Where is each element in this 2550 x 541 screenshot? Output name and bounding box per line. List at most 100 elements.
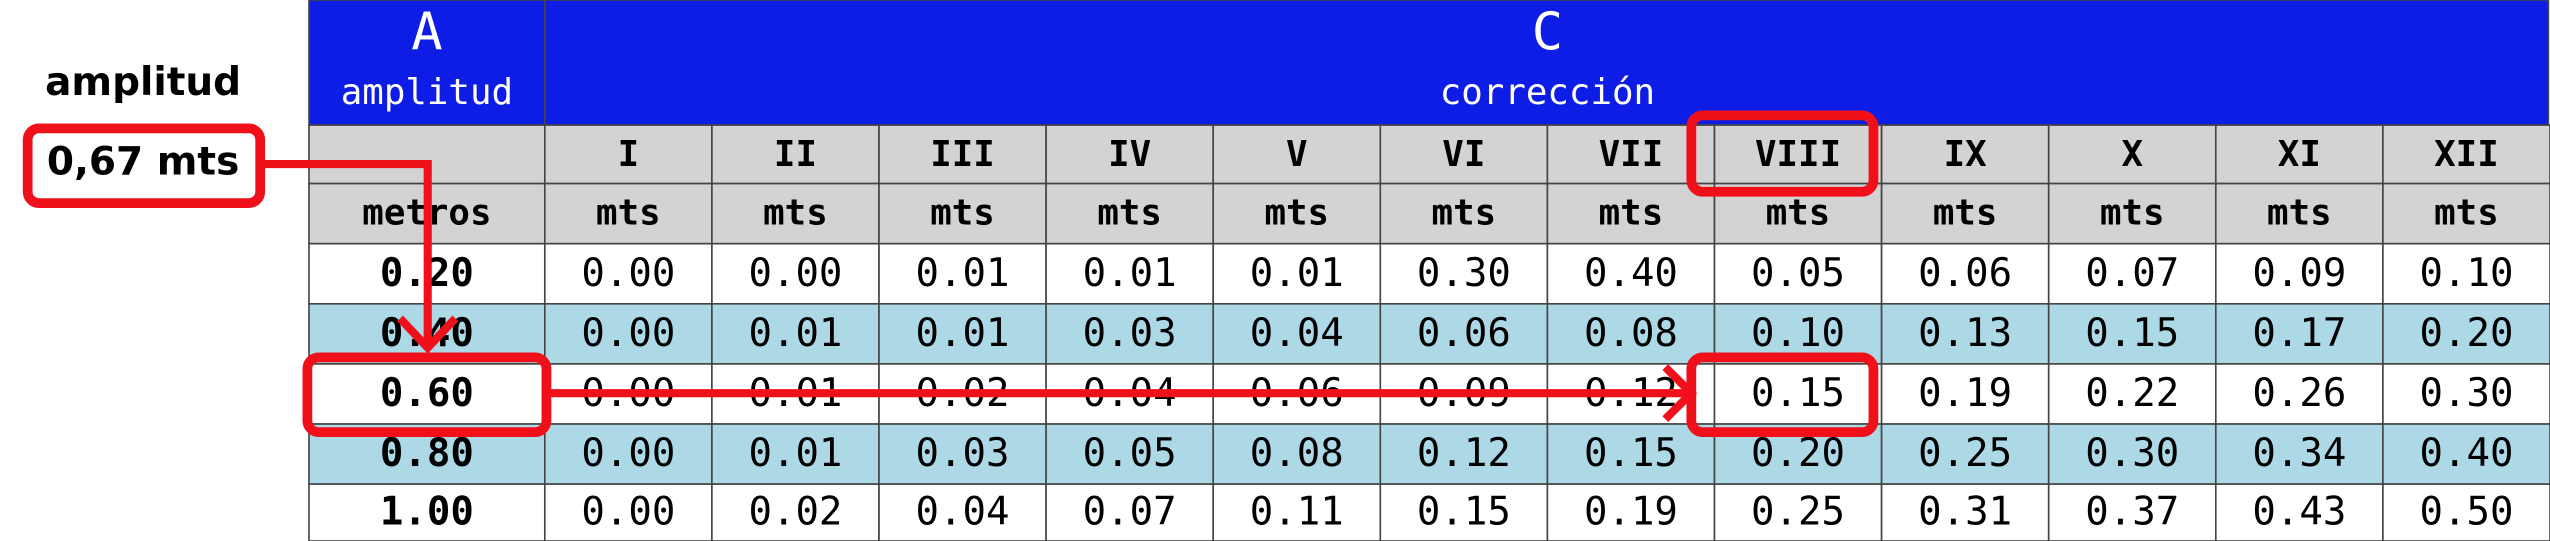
value-cell: 0.37: [2085, 490, 2179, 535]
col-c-letter: C: [1532, 3, 1563, 63]
value-cell: 0.13: [1918, 311, 2012, 356]
value-cell: 0.03: [1083, 311, 1177, 356]
cell: [711, 302, 880, 365]
value-cell: 0.19: [1584, 490, 1678, 535]
value-cell: 0.01: [916, 251, 1010, 296]
cell: [1045, 302, 1215, 365]
value-cell: 0.06: [1918, 251, 2012, 296]
header-cell: [1880, 182, 2050, 245]
cell: [543, 423, 713, 485]
col-a-letter: A: [411, 3, 442, 63]
value-cell: 0.00: [748, 251, 842, 296]
amplitude-value: 0,67 mts: [47, 140, 239, 185]
column-numeral: VI: [1442, 134, 1485, 175]
cell: [1045, 242, 1215, 305]
header-a: [308, 0, 546, 126]
cell: [2047, 483, 2217, 541]
value-cell: 0.01: [916, 311, 1010, 356]
value-cell: 0.03: [916, 431, 1010, 476]
value-cell: 0.31: [1918, 490, 2012, 535]
amplitude-cell: 0.60: [380, 371, 474, 416]
cell: [2047, 363, 2217, 425]
cell: [1212, 483, 1382, 541]
value-cell: 0.10: [1751, 311, 1845, 356]
value-cell: 0.01: [748, 311, 842, 356]
value-cell: 0.15: [1417, 490, 1511, 535]
value-cell: 0.19: [1918, 371, 2012, 416]
value-cell: 0.15: [1751, 371, 1845, 416]
arrowhead: [397, 315, 459, 354]
value-cell: 0.07: [2085, 251, 2179, 296]
value-cell: 0.50: [2419, 490, 2513, 535]
header-cell: [2382, 124, 2550, 185]
value-cell: 0.30: [2085, 431, 2179, 476]
cell: [1379, 483, 1549, 541]
value-cell: 0.01: [748, 431, 842, 476]
unit: mts: [1432, 192, 1497, 233]
value-cell: 0.26: [2252, 371, 2346, 416]
cell: [878, 302, 1047, 365]
value-cell: 0.43: [2252, 490, 2346, 535]
header-cell: [1379, 124, 1549, 185]
value-cell: 0.15: [2085, 311, 2179, 356]
header-cell: [2047, 124, 2217, 185]
column-numeral: IX: [1944, 134, 1988, 175]
cell: [1713, 483, 1883, 541]
value-cell: 0.10: [2419, 251, 2513, 296]
cell: [1379, 242, 1549, 305]
cell: [2047, 242, 2217, 305]
cell: [2214, 483, 2384, 541]
cell: [543, 302, 713, 365]
column-numeral: III: [930, 134, 995, 175]
column-numeral: XI: [2278, 134, 2321, 175]
cell: [2214, 423, 2384, 485]
value-cell: 0.30: [1417, 251, 1511, 296]
value-cell: 0.11: [1250, 490, 1344, 535]
value-cell: 0.08: [1250, 431, 1344, 476]
value-cell: 0.00: [581, 431, 675, 476]
cell: [1212, 302, 1382, 365]
value-cell: 0.02: [748, 490, 842, 535]
cell: [1713, 363, 1883, 425]
cell: [1379, 302, 1549, 365]
cell: [2382, 242, 2550, 305]
cell: [711, 483, 880, 541]
value-cell: 0.07: [1083, 490, 1177, 535]
value-cell: 0.40: [2419, 431, 2513, 476]
value-cell: 0.00: [581, 311, 675, 356]
value-cell: 0.34: [2252, 431, 2346, 476]
column-numeral: X: [2121, 134, 2143, 175]
header-cell: [2214, 182, 2384, 245]
value-cell: 0.01: [1083, 251, 1177, 296]
cell: [543, 483, 713, 541]
unit: mts: [1933, 192, 1998, 233]
cell: [2214, 302, 2384, 365]
column-numeral: II: [774, 134, 817, 175]
value-cell: 0.04: [1250, 311, 1344, 356]
value-cell: 0.06: [1417, 311, 1511, 356]
cell: [878, 483, 1047, 541]
unit: mts: [596, 192, 661, 233]
unit: mts: [1599, 192, 1664, 233]
cell: [1045, 483, 1215, 541]
value-cell: 0.08: [1584, 311, 1678, 356]
header-cell: [2382, 182, 2550, 245]
unit: mts: [2434, 192, 2499, 233]
column-numeral: VII: [1599, 134, 1664, 175]
cell: [711, 423, 880, 485]
cell: [1713, 242, 1883, 305]
column-numeral: IV: [1108, 134, 1151, 175]
header-cell: [1212, 182, 1382, 245]
cell: [308, 363, 546, 425]
cell: [1546, 302, 1716, 365]
cell: [711, 242, 880, 305]
highlight-box: [1686, 110, 1879, 197]
unit: mts: [763, 192, 828, 233]
amplitude-label: amplitud: [45, 60, 241, 105]
header-cell: [878, 182, 1047, 245]
column-numeral: XII: [2434, 134, 2499, 175]
value-cell: 0.20: [1751, 431, 1845, 476]
cell: [1880, 302, 2050, 365]
value-cell: 0.09: [2252, 251, 2346, 296]
